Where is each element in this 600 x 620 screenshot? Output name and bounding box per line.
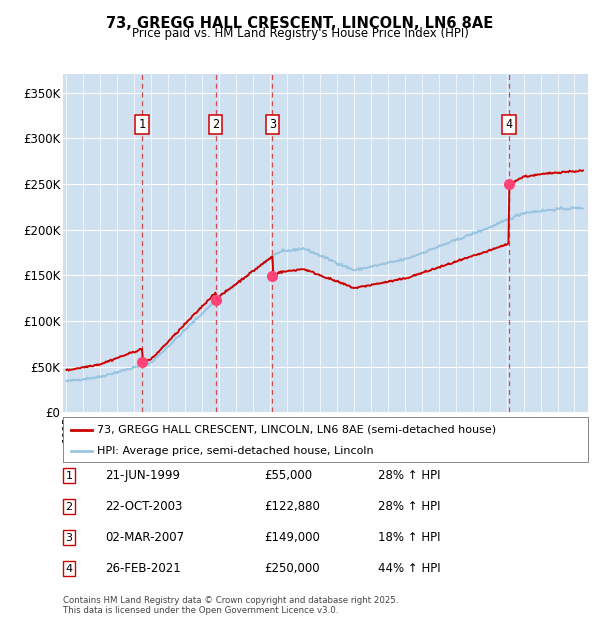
Text: 3: 3 (65, 533, 73, 542)
Text: 1: 1 (139, 118, 146, 131)
Text: 44% ↑ HPI: 44% ↑ HPI (378, 562, 440, 575)
Text: 28% ↑ HPI: 28% ↑ HPI (378, 500, 440, 513)
Text: 18% ↑ HPI: 18% ↑ HPI (378, 531, 440, 544)
Text: 02-MAR-2007: 02-MAR-2007 (105, 531, 184, 544)
Text: £149,000: £149,000 (264, 531, 320, 544)
Text: HPI: Average price, semi-detached house, Lincoln: HPI: Average price, semi-detached house,… (97, 446, 374, 456)
Text: £122,880: £122,880 (264, 500, 320, 513)
Text: 2: 2 (65, 502, 73, 512)
Text: £55,000: £55,000 (264, 469, 312, 482)
Text: 22-OCT-2003: 22-OCT-2003 (105, 500, 182, 513)
Text: 28% ↑ HPI: 28% ↑ HPI (378, 469, 440, 482)
Text: 73, GREGG HALL CRESCENT, LINCOLN, LN6 8AE (semi-detached house): 73, GREGG HALL CRESCENT, LINCOLN, LN6 8A… (97, 425, 496, 435)
Text: 2: 2 (212, 118, 219, 131)
Text: £250,000: £250,000 (264, 562, 320, 575)
Text: 4: 4 (65, 564, 73, 574)
Text: 1: 1 (65, 471, 73, 480)
Text: Price paid vs. HM Land Registry's House Price Index (HPI): Price paid vs. HM Land Registry's House … (131, 27, 469, 40)
Text: 73, GREGG HALL CRESCENT, LINCOLN, LN6 8AE: 73, GREGG HALL CRESCENT, LINCOLN, LN6 8A… (106, 16, 494, 30)
Text: 26-FEB-2021: 26-FEB-2021 (105, 562, 181, 575)
Text: 3: 3 (269, 118, 276, 131)
Text: 21-JUN-1999: 21-JUN-1999 (105, 469, 180, 482)
Text: 4: 4 (506, 118, 513, 131)
Text: Contains HM Land Registry data © Crown copyright and database right 2025.
This d: Contains HM Land Registry data © Crown c… (63, 596, 398, 615)
